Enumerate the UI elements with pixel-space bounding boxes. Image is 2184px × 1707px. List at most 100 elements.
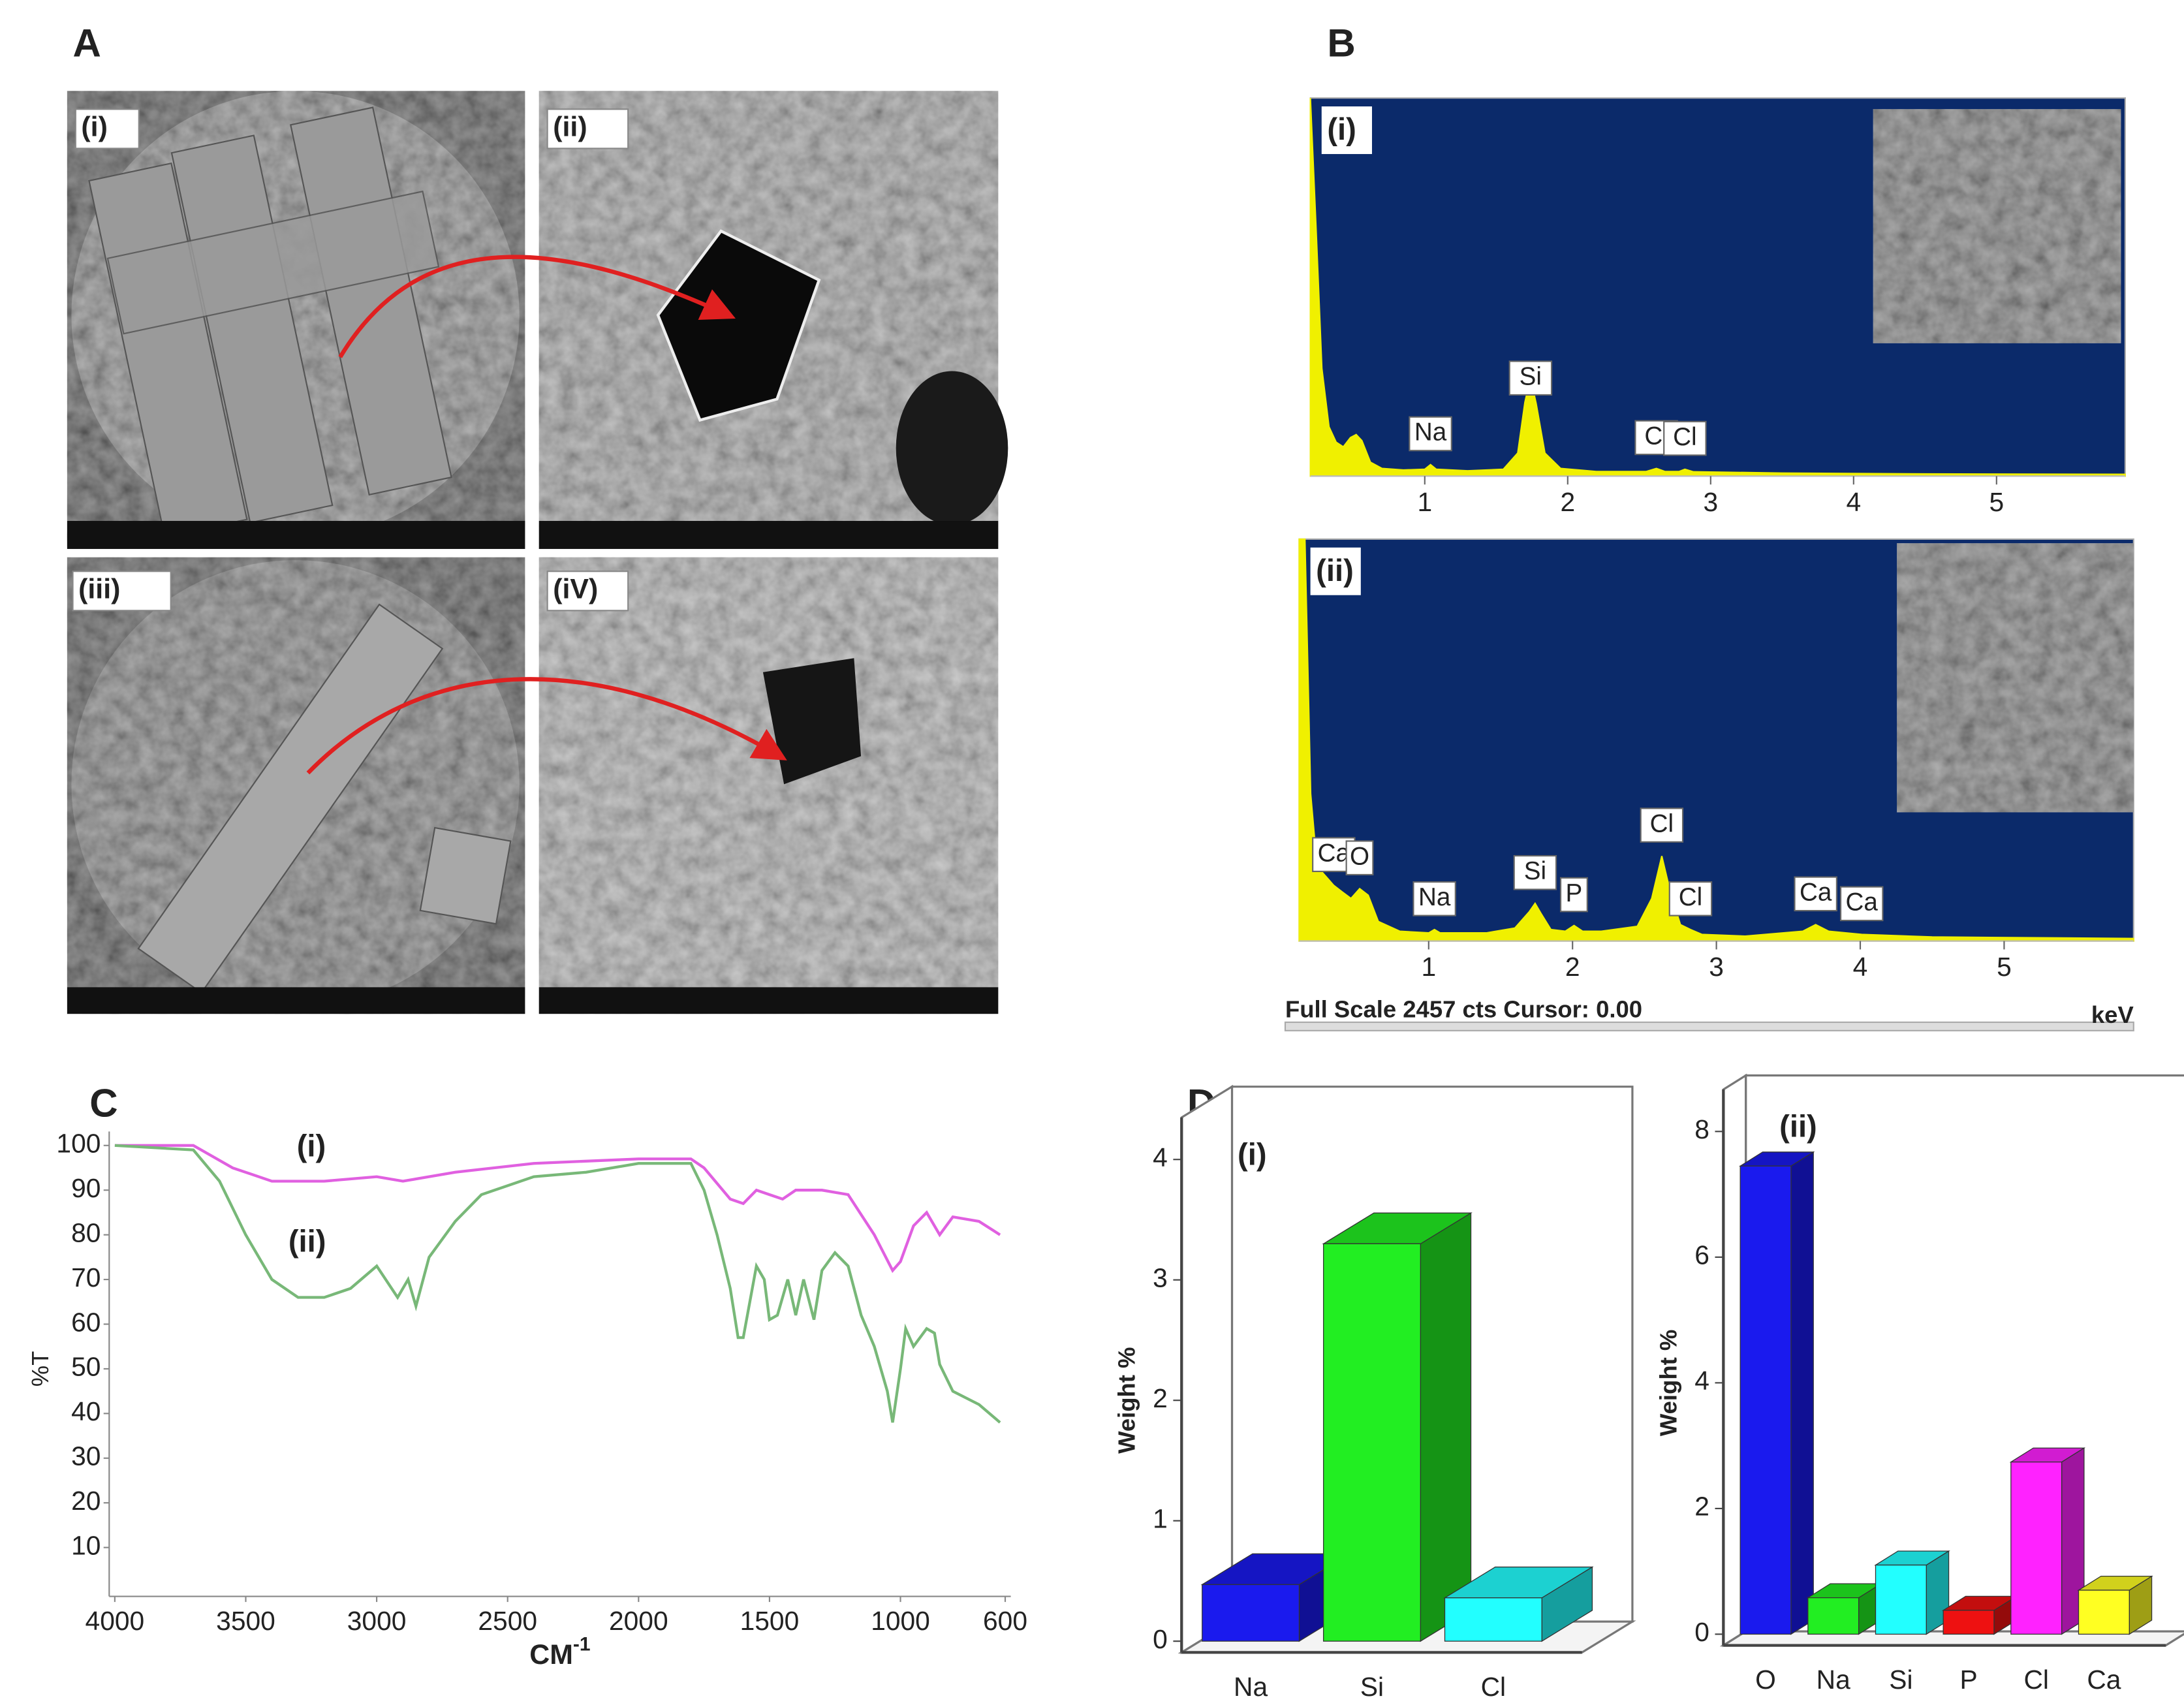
peak-label: O bbox=[1350, 842, 1369, 870]
y-tick-label: 2 bbox=[1153, 1383, 1168, 1413]
x-tick-label: 1000 bbox=[871, 1606, 930, 1636]
x-axis-label: keV bbox=[2091, 1001, 2134, 1028]
chart-title: (i) bbox=[1327, 112, 1356, 147]
chart-title: (i) bbox=[1238, 1137, 1267, 1172]
y-tick-label: 60 bbox=[71, 1307, 101, 1337]
x-tick-label: 4 bbox=[1853, 952, 1868, 982]
sem-pore bbox=[896, 371, 1008, 525]
peak-label: Cl bbox=[1679, 883, 1702, 911]
y-tick-label: 0 bbox=[1153, 1624, 1168, 1654]
label-box bbox=[546, 108, 629, 149]
bar bbox=[1322, 1243, 1421, 1642]
label: (i) bbox=[81, 112, 107, 143]
y-tick-label: 3 bbox=[1153, 1262, 1168, 1292]
bar bbox=[1807, 1597, 1860, 1635]
sem-info-bar bbox=[538, 987, 999, 1014]
peak-label-box bbox=[1668, 881, 1713, 916]
label: (ii) bbox=[553, 112, 587, 143]
y-tick-label: 30 bbox=[71, 1441, 101, 1471]
label-box bbox=[72, 571, 172, 612]
bar bbox=[1942, 1610, 1995, 1635]
x-tick-label: 5 bbox=[1997, 952, 2012, 982]
y-tick-label: 40 bbox=[71, 1396, 101, 1426]
peak-label-box bbox=[1794, 876, 1837, 912]
x-tick-label: 2500 bbox=[478, 1606, 537, 1636]
y-tick-label: 20 bbox=[71, 1486, 101, 1516]
y-tick-label: 100 bbox=[56, 1129, 101, 1159]
series-line bbox=[114, 1144, 1001, 1424]
bar bbox=[2010, 1462, 2063, 1635]
x-tick-label: P bbox=[1959, 1665, 1977, 1695]
panel-letter: C bbox=[89, 1082, 117, 1125]
y-tick-label: 0 bbox=[1694, 1617, 1709, 1647]
x-tick-label: 4 bbox=[1846, 487, 1861, 517]
sem-info-bar bbox=[67, 521, 525, 549]
x-tick-label: Si bbox=[1889, 1665, 1912, 1695]
x-tick-label: 2000 bbox=[609, 1606, 668, 1636]
inset-texture bbox=[1897, 543, 2134, 813]
x-tick-label: 3500 bbox=[216, 1606, 275, 1636]
series-label: (ii) bbox=[289, 1224, 326, 1259]
y-tick-label: 2 bbox=[1694, 1492, 1709, 1522]
peak-label: Si bbox=[1524, 857, 1546, 885]
label-box bbox=[74, 108, 140, 149]
sem-pore bbox=[656, 229, 821, 422]
spectrum-area bbox=[1298, 538, 2134, 942]
title-box bbox=[1310, 547, 1361, 595]
x-tick-label: Cl bbox=[2023, 1665, 2048, 1695]
zoom-arrow bbox=[306, 677, 787, 775]
y-tick-label: 1 bbox=[1153, 1503, 1168, 1533]
panel-letter: A bbox=[73, 22, 101, 65]
peak-label-box bbox=[1663, 420, 1707, 456]
peak-label-box bbox=[1640, 807, 1684, 843]
peak-label-box bbox=[1839, 886, 1884, 922]
x-tick-label: 1500 bbox=[740, 1606, 800, 1636]
peak-label: Na bbox=[1414, 418, 1447, 446]
x-tick-label: Si bbox=[1360, 1672, 1384, 1702]
peak-label: Na bbox=[1418, 883, 1451, 911]
x-tick-label: Cl bbox=[1481, 1672, 1506, 1702]
inset-texture bbox=[1873, 109, 2121, 343]
bar-side bbox=[1790, 1151, 1814, 1635]
label-box bbox=[546, 571, 629, 612]
sem-texture bbox=[538, 557, 999, 1014]
peak-label: Ca bbox=[1846, 888, 1879, 916]
x-axis-label-superscript: -1 bbox=[573, 1634, 591, 1655]
peak-label: Cl bbox=[1650, 809, 1674, 838]
x-tick-label: Na bbox=[1234, 1672, 1268, 1702]
peak-label: Cl bbox=[1673, 423, 1696, 451]
sem-info-bar bbox=[538, 521, 999, 549]
title-box bbox=[1321, 106, 1372, 154]
y-tick-label: 50 bbox=[71, 1352, 101, 1382]
sem-scaffold bbox=[88, 106, 452, 538]
bar bbox=[1875, 1564, 1927, 1635]
x-tick-label: 2 bbox=[1560, 487, 1575, 517]
y-tick-label: 8 bbox=[1694, 1114, 1709, 1144]
bar bbox=[2078, 1590, 2130, 1635]
chart-title: (ii) bbox=[1779, 1109, 1817, 1144]
x-tick-label: 1 bbox=[1417, 487, 1432, 517]
series-line bbox=[114, 1144, 1001, 1274]
panel-letter: B bbox=[1327, 22, 1355, 65]
peak-label: Ca bbox=[1318, 839, 1350, 867]
x-tick-label: 600 bbox=[983, 1606, 1027, 1636]
x-tick-label: 3000 bbox=[347, 1606, 407, 1636]
y-axis-label: Weight % bbox=[1655, 1330, 1681, 1436]
x-tick-label: O bbox=[1755, 1665, 1776, 1695]
x-tick-label: 3 bbox=[1709, 952, 1724, 982]
y-axis-label: Weight % bbox=[1113, 1347, 1140, 1454]
sem-scaffold bbox=[137, 603, 512, 994]
peak-label-box bbox=[1345, 840, 1374, 876]
sem-info-bar bbox=[67, 987, 525, 1014]
bar-side bbox=[1420, 1212, 1472, 1642]
label: (iii) bbox=[78, 574, 120, 605]
peak-label-box bbox=[1559, 877, 1588, 913]
series-label: (i) bbox=[297, 1129, 326, 1164]
frame-side bbox=[1180, 1084, 1234, 1655]
y-tick-label: 70 bbox=[71, 1262, 101, 1292]
y-tick-label: 4 bbox=[1694, 1366, 1709, 1396]
x-tick-label: Ca bbox=[2087, 1665, 2121, 1695]
y-tick-label: 6 bbox=[1694, 1240, 1709, 1270]
